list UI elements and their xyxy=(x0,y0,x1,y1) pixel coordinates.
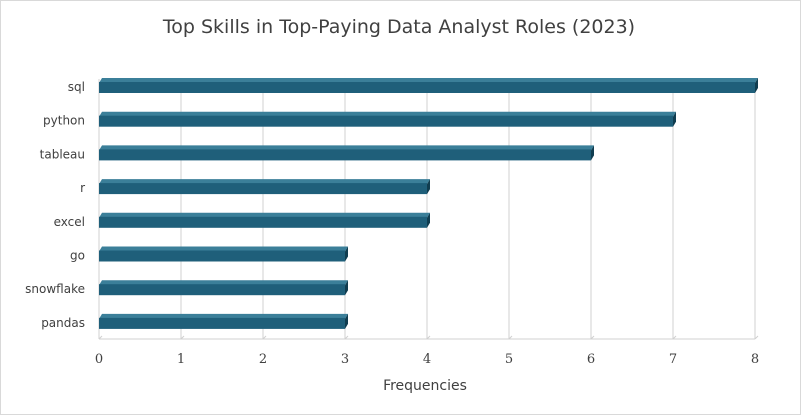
bar-top-face xyxy=(99,246,348,252)
bar-side-face xyxy=(673,111,676,127)
bar-side-face xyxy=(591,145,594,161)
category-label-python: python xyxy=(43,114,85,128)
bar-side-face xyxy=(345,246,348,262)
x-tick-label: 5 xyxy=(505,352,513,367)
x-tick-label: 3 xyxy=(341,352,349,367)
gridline-depth xyxy=(754,335,759,340)
bar-sql xyxy=(99,78,758,93)
category-label-r: r xyxy=(80,181,85,195)
bar-front-face xyxy=(99,115,673,127)
bar-top-face xyxy=(99,179,430,185)
bar-top-face xyxy=(99,313,348,319)
x-tick-label: 0 xyxy=(95,352,103,367)
bar-front-face xyxy=(99,216,427,228)
bar-top-face xyxy=(99,111,676,117)
bar-go xyxy=(99,246,348,262)
bar-top-face xyxy=(99,212,430,218)
bar-side-face xyxy=(345,313,348,329)
bar-r xyxy=(99,179,430,195)
bar-side-face xyxy=(427,179,430,195)
x-tick-label: 6 xyxy=(587,352,595,367)
category-label-tableau: tableau xyxy=(40,147,85,161)
bar-python xyxy=(99,111,676,127)
bar-side-face xyxy=(345,280,348,296)
x-tick-labels: 0 1 2 3 4 5 6 7 8 xyxy=(95,352,759,367)
bar-front-face xyxy=(99,250,345,262)
bar-side-face xyxy=(755,78,758,93)
chart-title: Top Skills in Top-Paying Data Analyst Ro… xyxy=(162,16,635,38)
x-axis-title: Frequencies xyxy=(383,378,467,394)
bar-front-face xyxy=(99,284,345,296)
bar-pandas xyxy=(99,313,348,329)
bar-side-face xyxy=(427,212,430,228)
x-tick-label: 2 xyxy=(259,352,267,367)
bar-top-face xyxy=(99,145,594,151)
x-tick-label: 4 xyxy=(423,352,431,367)
bars xyxy=(99,78,758,329)
category-label-pandas: pandas xyxy=(41,316,85,330)
bar-front-face xyxy=(99,317,345,329)
x-tick-label: 1 xyxy=(177,352,185,367)
bar-excel xyxy=(99,212,430,228)
bar-front-face xyxy=(99,149,591,161)
x-tick-label: 8 xyxy=(751,352,759,367)
bar-snowflake xyxy=(99,280,348,296)
category-label-go: go xyxy=(70,249,85,263)
category-label-sql: sql xyxy=(68,80,85,94)
x-tick-label: 7 xyxy=(669,352,677,367)
bar-tableau xyxy=(99,145,594,161)
bar-front-face xyxy=(99,183,427,195)
bar-front-face xyxy=(99,82,755,93)
category-label-snowflake: snowflake xyxy=(25,282,85,296)
bar-top-face xyxy=(99,78,758,83)
category-label-excel: excel xyxy=(54,215,85,229)
category-labels: sql python tableau r excel go snowflake pandas xyxy=(25,80,85,330)
bar-top-face xyxy=(99,280,348,286)
